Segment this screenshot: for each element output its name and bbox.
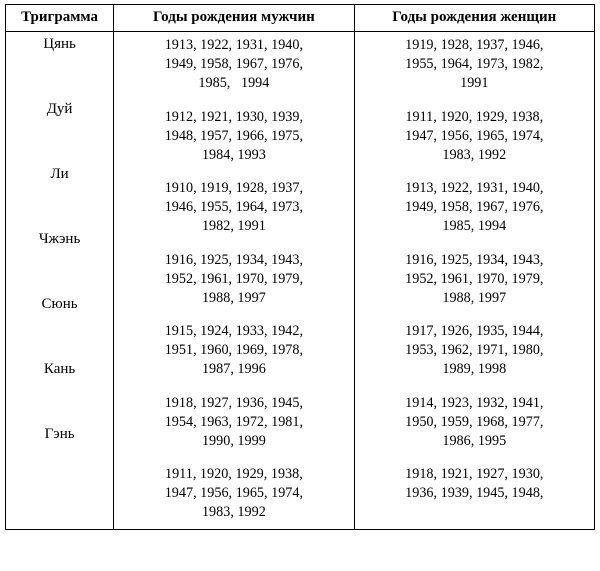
header-trigram: Триграмма	[6, 5, 114, 32]
women-years: 1911, 1920, 1929, 1938,1947, 1956, 1965,…	[355, 108, 594, 166]
women-years: 1917, 1926, 1935, 1944,1953, 1962, 1971,…	[355, 322, 594, 380]
trigram-label: Цянь	[6, 36, 113, 53]
trigram-label: Ли	[6, 166, 113, 183]
header-women: Годы рождения женщин	[354, 5, 594, 32]
women-years: 1919, 1928, 1937, 1946,1955, 1964, 1973,…	[355, 36, 594, 94]
trigram-cell: Чжэнь	[6, 231, 113, 282]
table-container: Триграмма Годы рождения мужчин Годы рожд…	[0, 0, 600, 534]
trigram-table: Триграмма Годы рождения мужчин Годы рожд…	[5, 4, 595, 530]
men-years: 1911, 1920, 1929, 1938,1947, 1956, 1965,…	[114, 465, 353, 523]
women-years: 1913, 1922, 1931, 1940,1949, 1958, 1967,…	[355, 179, 594, 237]
trigram-label: Кань	[6, 361, 113, 378]
header-men: Годы рождения мужчин	[114, 5, 354, 32]
men-years: 1912, 1921, 1930, 1939,1948, 1957, 1966,…	[114, 108, 353, 166]
women-years: 1916, 1925, 1934, 1943,1952, 1961, 1970,…	[355, 251, 594, 309]
trigram-cell: Цянь	[6, 36, 113, 87]
women-years: 1918, 1921, 1927, 1930,1936, 1939, 1945,…	[355, 465, 594, 503]
trigram-cell: Гэнь	[6, 426, 113, 477]
trigram-label: Чжэнь	[6, 231, 113, 248]
trigram-cell: Дуй	[6, 101, 113, 152]
men-years: 1913, 1922, 1931, 1940,1949, 1958, 1967,…	[114, 36, 353, 94]
trigram-label: Сюнь	[6, 296, 113, 313]
women-years: 1914, 1923, 1932, 1941,1950, 1959, 1968,…	[355, 394, 594, 452]
trigram-label: Гэнь	[6, 426, 113, 443]
men-years: 1916, 1925, 1934, 1943,1952, 1961, 1970,…	[114, 251, 353, 309]
trigram-cell: Сюнь	[6, 296, 113, 347]
header-row: Триграмма Годы рождения мужчин Годы рожд…	[6, 5, 595, 32]
men-years: 1918, 1927, 1936, 1945,1954, 1963, 1972,…	[114, 394, 353, 452]
men-years: 1915, 1924, 1933, 1942,1951, 1960, 1969,…	[114, 322, 353, 380]
trigram-cell: Ли	[6, 166, 113, 217]
trigram-label: Дуй	[6, 101, 113, 118]
body-row: Цянь Дуй Ли Чжэнь Сюнь Кань Гэнь 1913, 1…	[6, 32, 595, 530]
men-years: 1910, 1919, 1928, 1937,1946, 1955, 1964,…	[114, 179, 353, 237]
trigram-cell: Кань	[6, 361, 113, 412]
